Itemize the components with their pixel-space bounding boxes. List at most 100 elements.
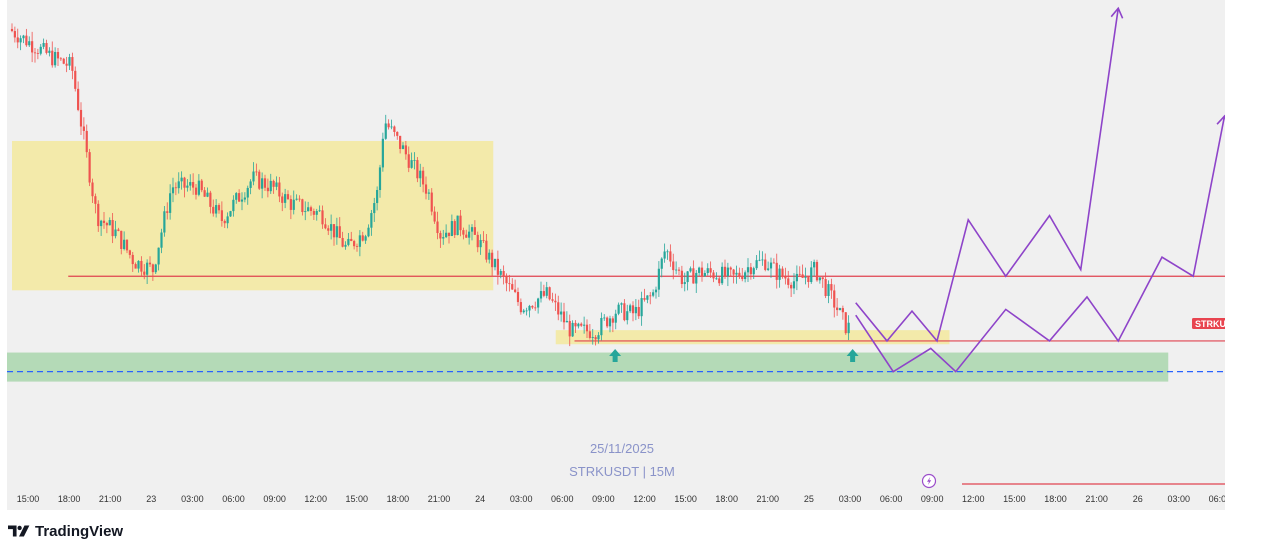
- candle-body: [111, 220, 114, 237]
- x-tick-label: 06:00: [1209, 494, 1225, 504]
- candle: [266, 178, 269, 198]
- candle: [787, 270, 790, 289]
- candle-body: [453, 221, 456, 236]
- candle-body: [399, 135, 402, 149]
- candle-body: [608, 318, 612, 327]
- candle-body: [117, 229, 120, 231]
- candle-body: [309, 207, 313, 212]
- price-tags: 0.14370.14190.137501:140.13590.13220.121…: [1192, 318, 1225, 329]
- candle-body: [301, 199, 304, 213]
- candle: [148, 256, 152, 268]
- candle-body: [657, 268, 660, 290]
- candle-body: [683, 282, 686, 285]
- candle: [16, 28, 19, 49]
- candle-body: [787, 278, 790, 285]
- lightning-icon[interactable]: [921, 473, 937, 489]
- candle-body: [387, 123, 390, 128]
- candle: [281, 192, 284, 212]
- candle: [131, 251, 134, 272]
- candle: [514, 279, 517, 294]
- brand-name: TradingView: [35, 522, 124, 540]
- candle-body: [649, 295, 652, 297]
- candle-body: [143, 271, 146, 275]
- candle-body: [258, 171, 261, 189]
- candles-layer: [10, 23, 850, 347]
- candle-body: [134, 264, 137, 269]
- x-tick-label: 15:00: [17, 494, 40, 504]
- candle: [606, 316, 609, 329]
- demand-zone: [7, 352, 1169, 382]
- x-axis[interactable]: 15:00 18:00 21:00 23 03:00 06:00 09:00 12:00 15:…: [17, 494, 1225, 504]
- candle: [143, 264, 146, 280]
- candle: [154, 263, 157, 275]
- candle: [657, 261, 660, 297]
- candle-body: [123, 239, 126, 249]
- candle-body: [620, 303, 623, 305]
- candle: [117, 227, 120, 232]
- candle-body: [465, 234, 468, 238]
- candle: [284, 188, 287, 209]
- candle: [25, 28, 28, 47]
- candle: [445, 224, 448, 239]
- candle: [698, 266, 701, 277]
- candle-body: [813, 261, 816, 268]
- projection-path-2: [855, 115, 1225, 373]
- candle-body: [209, 192, 212, 207]
- candle-body: [669, 251, 672, 262]
- candle: [261, 172, 264, 199]
- candle: [364, 234, 367, 244]
- candle-body: [652, 292, 655, 296]
- candle-body: [48, 50, 51, 53]
- candle-body: [485, 240, 488, 260]
- candle-body: [606, 317, 609, 327]
- candle-body: [330, 224, 333, 231]
- candle-body: [160, 232, 163, 248]
- candle-body: [194, 187, 198, 195]
- candle: [491, 249, 494, 277]
- candle: [666, 249, 669, 260]
- candle: [62, 57, 65, 65]
- candle: [301, 198, 304, 216]
- candle-body: [100, 220, 103, 227]
- tradingview-brand[interactable]: TradingView: [8, 521, 123, 541]
- candle: [77, 81, 80, 112]
- x-tick-label: 12:00: [962, 494, 985, 504]
- candle: [617, 302, 620, 316]
- candle: [100, 219, 103, 236]
- candle: [10, 23, 14, 33]
- candle-body: [692, 268, 695, 284]
- candle-body: [726, 267, 729, 277]
- candle-body: [275, 182, 278, 187]
- candle: [775, 253, 778, 289]
- price-chart[interactable]: 25/11/2025 STRKUSDT | 15M 15:00 18:00 21:0…: [7, 0, 1225, 510]
- candle: [539, 281, 543, 303]
- candle: [42, 38, 45, 50]
- candle-body: [746, 267, 750, 273]
- candle: [516, 287, 520, 306]
- candle-body: [505, 276, 508, 284]
- candle: [476, 231, 479, 253]
- candle-body: [79, 109, 83, 127]
- candle-body: [424, 184, 428, 194]
- x-tick-label: 18:00: [715, 494, 738, 504]
- candle: [436, 211, 439, 240]
- candle-body: [25, 35, 28, 46]
- candle: [229, 210, 232, 217]
- candle-body: [321, 210, 324, 225]
- candle: [700, 261, 704, 282]
- candle-body: [77, 88, 80, 110]
- candle-body: [203, 190, 206, 197]
- candle-body: [318, 210, 321, 212]
- x-tick-label: 12:00: [304, 494, 327, 504]
- candle: [548, 286, 551, 301]
- x-tick-label: 03:00: [181, 494, 204, 504]
- candle: [634, 299, 637, 321]
- candle: [795, 265, 798, 291]
- candle-body: [255, 171, 258, 173]
- candle-body: [404, 145, 407, 155]
- candle-body: [269, 180, 272, 192]
- candle-body: [447, 232, 451, 237]
- candle-body: [594, 337, 597, 340]
- candle-body: [695, 272, 698, 284]
- chart-area[interactable]: 25/11/2025 STRKUSDT | 15M 15:00 18:00 21:0…: [7, 0, 1225, 510]
